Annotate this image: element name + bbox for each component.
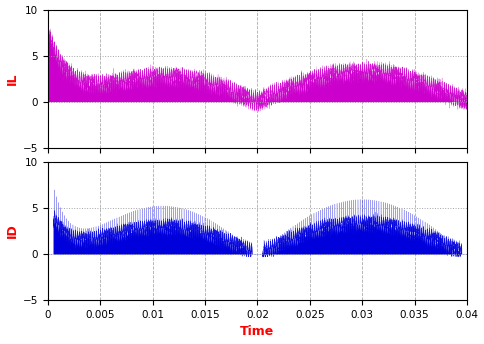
Y-axis label: ID: ID bbox=[5, 224, 18, 238]
X-axis label: Time: Time bbox=[240, 325, 274, 338]
Y-axis label: IL: IL bbox=[5, 73, 18, 85]
